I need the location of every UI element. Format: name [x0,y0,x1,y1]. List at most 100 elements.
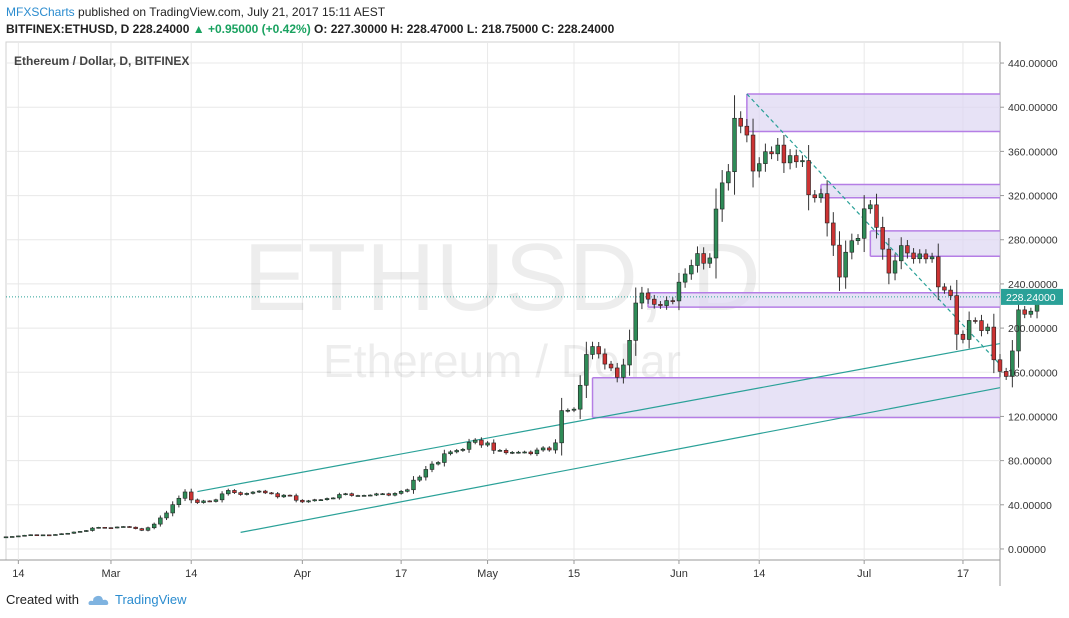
candles [3,95,1046,539]
candle-body [151,523,157,529]
candle-body [182,491,188,499]
candle-body [794,155,799,163]
x-tick-label: Apr [294,568,311,580]
candle-body [763,151,768,164]
candle-body [565,409,571,412]
candle-body [781,144,787,164]
candle-body [497,450,503,452]
last-price-label: 228.24000 [1001,288,1063,305]
candle-body [528,451,533,455]
y-tick-label: 280.00000 [1008,235,1058,247]
candle-body [602,353,608,365]
y-tick-label: 40.00000 [1008,500,1052,512]
candle-body [59,533,64,536]
x-tick-label: 17 [395,568,407,580]
candle-body [676,281,682,302]
author-link[interactable]: MFXSCharts [6,5,75,19]
candle-body [312,499,317,502]
candle-body [806,160,811,196]
candle-body [769,151,774,155]
footer: Created with TradingView [6,592,187,607]
x-tick-label: Mar [101,568,120,580]
candle-body [34,534,40,537]
candle-body [738,117,743,127]
candle-body [77,531,83,533]
candle-body [473,439,478,443]
candle-body [615,367,620,378]
candle-body [621,364,626,378]
candle-body [633,302,638,341]
candle-body [1022,309,1027,315]
x-tick-label: 14 [185,568,197,580]
candle-body [293,495,299,501]
candle-body [936,256,941,288]
candle-body [831,222,836,246]
candle-body [454,450,459,453]
price-chart[interactable]: ETHUSD, D Ethereum / Dollar Ethereum / D… [0,40,1069,600]
candle-body [547,447,552,451]
candle-body [658,304,663,306]
candle-body [682,273,688,283]
candle-body [627,340,632,366]
candle-body [596,346,601,355]
candle-body [800,160,805,163]
candle-body [361,495,367,497]
candle-body [256,490,262,493]
price-change: ▲ +0.95000 (+0.42%) [192,22,311,36]
candle-body [108,527,114,529]
candle-body [837,244,842,278]
candle-body [954,295,959,335]
candle-body [510,452,515,454]
y-tick-label: 120.00000 [1008,411,1058,423]
publish-line: MFXSCharts published on TradingView.com,… [6,4,1066,21]
candle-body [923,253,929,260]
candle-body [608,363,614,369]
candle-body [843,251,848,278]
candle-body [639,292,645,304]
candle-body [948,289,953,296]
candle-body [880,227,885,250]
y-tick-label: 160.00000 [1008,367,1058,379]
candle-body [281,494,287,498]
candle-body [40,534,46,537]
candle-body [645,292,651,300]
candle-body [349,493,354,496]
candle-body [158,517,163,525]
candle-body [1010,350,1015,377]
tradingview-cloud-icon [87,594,109,606]
candle-body [16,535,21,538]
candle-body [899,245,904,262]
watermark: ETHUSD, D Ethereum / Dollar [243,224,760,387]
x-tick-label: Jun [670,568,688,580]
candle-body [176,497,182,505]
candle-body [71,531,77,534]
tradingview-link[interactable]: TradingView [114,592,187,607]
zone-box [592,377,1000,418]
candle-body [571,408,577,411]
candle-body [818,193,824,199]
candle-body [287,494,293,497]
candle-body [343,493,348,496]
candle-body [368,494,373,497]
candle-body [503,450,509,454]
candle-body [534,449,540,455]
candle-body [47,534,52,537]
candle-body [380,493,385,496]
candle-body [189,491,194,501]
candle-body [269,492,274,495]
candle-body [121,526,126,528]
trendline [197,342,1001,493]
candle-body [170,504,175,514]
candle-body [670,300,675,302]
candle-body [824,193,830,224]
candle-body [553,442,558,451]
candle-body [701,253,706,264]
symbol-info: BITFINEX:ETHUSD, D 228.24000 [6,22,193,36]
y-tick-label: 240.00000 [1008,279,1058,291]
candle-body [979,320,984,331]
candle-body [577,384,583,410]
last-price-label-box [1001,288,1063,305]
candle-body [726,171,731,184]
candle-body [929,256,935,260]
zone-box [648,292,1000,308]
